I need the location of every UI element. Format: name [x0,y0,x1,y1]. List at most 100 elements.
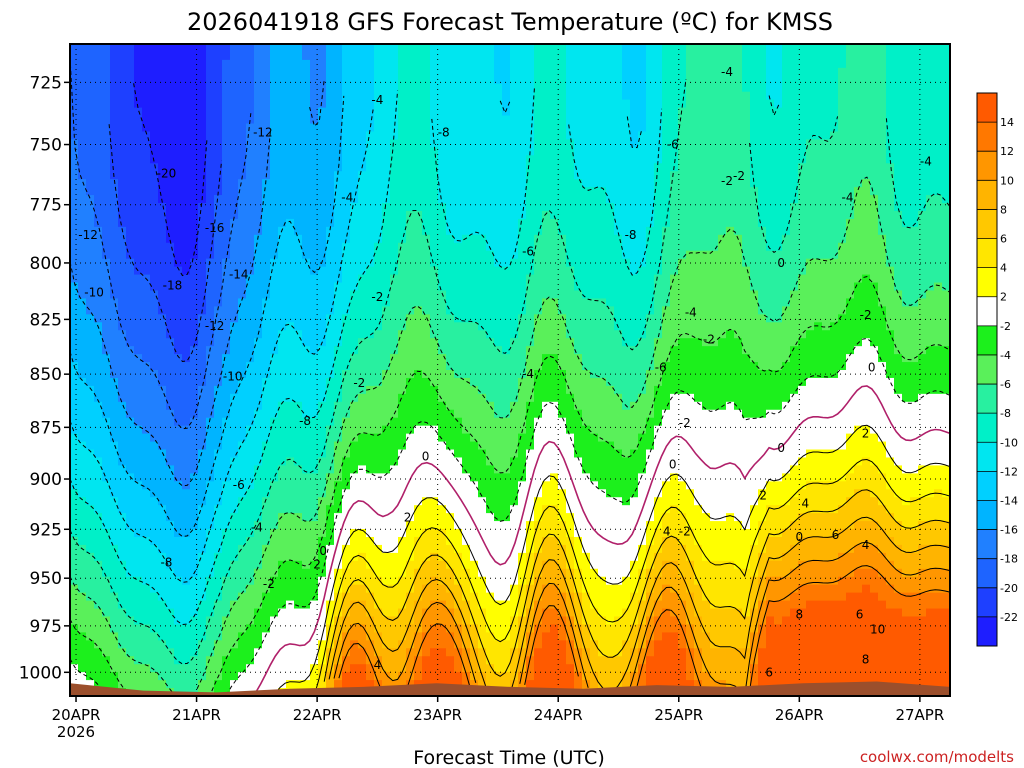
field-cell [174,521,183,530]
field-cell [502,195,511,204]
field-cell [294,600,303,610]
field-cell [126,417,135,427]
field-cell [310,83,319,93]
field-cell [126,385,135,395]
field-cell [374,521,383,530]
field-cell [222,226,231,236]
field-cell [486,59,495,69]
field-cell [470,163,479,172]
field-cell [510,473,519,482]
field-cell [70,67,79,77]
field-cell [342,672,351,681]
field-cell [246,608,255,618]
field-cell [334,250,343,260]
field-cell [438,210,447,220]
field-cell [534,44,543,53]
field-cell [438,242,447,252]
field-cell [518,218,527,228]
field-cell [102,163,111,172]
field-cell [510,664,519,673]
field-cell [206,664,215,673]
field-cell [198,409,207,419]
field-cell [422,544,431,554]
field-cell [358,171,367,180]
field-cell [438,409,447,419]
field-cell [550,648,559,657]
field-cell [326,91,335,101]
field-cell [102,560,111,570]
field-cell [358,664,367,673]
field-cell [518,234,527,244]
field-cell [286,632,295,641]
field-cell [246,306,255,315]
field-cell [406,648,415,657]
field-cell [126,147,135,156]
field-cell [294,330,303,339]
field-cell [510,497,519,506]
field-cell [326,218,335,228]
field-cell [150,560,159,570]
field-cell [302,465,311,474]
field-cell [198,552,207,562]
field-cell [518,354,527,363]
field-cell [190,370,199,379]
field-cell [254,513,263,522]
field-cell [414,187,423,196]
field-cell [126,338,135,347]
field-cell [158,322,167,331]
field-cell [502,664,511,673]
field-cell [454,115,463,125]
field-cell [422,497,431,506]
field-cell [294,314,303,323]
field-cell [534,91,543,101]
field-cell [486,99,495,109]
field-cell [78,608,87,618]
field-cell [86,298,95,307]
field-cell [470,218,479,228]
field-cell [86,91,95,101]
field-cell [182,91,191,101]
field-cell [478,433,487,443]
field-cell [102,131,111,141]
field-cell [302,354,311,363]
field-cell [190,179,199,188]
field-cell [454,67,463,77]
field-cell [142,282,151,292]
field-cell [342,505,351,514]
field-cell [486,179,495,188]
field-cell [246,393,255,403]
field-cell [78,195,87,204]
field-cell [550,560,559,570]
field-cell [246,584,255,594]
field-cell [110,513,119,522]
field-cell [510,377,519,387]
field-cell [246,632,255,641]
field-cell [454,409,463,419]
field-cell [94,417,103,427]
field-cell [102,640,111,649]
field-cell [334,59,343,69]
field-cell [118,187,127,196]
field-cell [510,417,519,427]
field-cell [486,195,495,204]
field-cell [526,51,535,61]
field-cell [438,274,447,284]
field-cell [262,417,271,427]
field-cell [118,51,127,61]
field-cell [438,362,447,371]
field-cell [382,640,391,649]
field-cell [502,521,511,530]
field-cell [478,362,487,371]
field-cell [430,44,439,53]
field-cell [422,473,431,482]
field-cell [406,99,415,109]
field-cell [182,680,191,689]
field-cell [78,242,87,252]
field-cell [174,600,183,610]
field-cell [366,274,375,284]
field-cell [486,322,495,331]
field-cell [278,242,287,252]
field-cell [174,67,183,77]
field-cell [502,107,511,117]
field-cell [150,544,159,554]
